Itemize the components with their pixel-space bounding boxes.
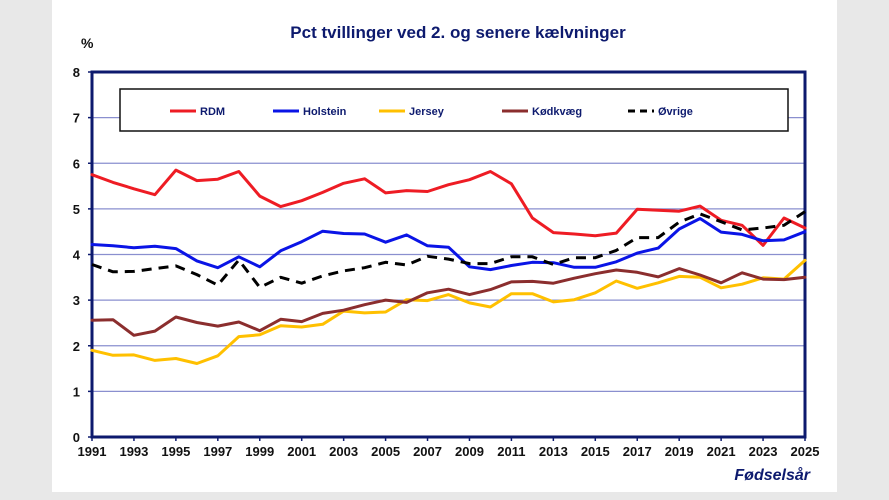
- x-tick-label: 2005: [371, 444, 400, 459]
- legend-label: Kødkvæg: [532, 106, 582, 118]
- chart: Pct tvillinger ved 2. og senere kælvning…: [73, 23, 820, 484]
- x-tick-label: 2019: [665, 444, 694, 459]
- y-tick-label: 6: [73, 156, 80, 171]
- x-tick-label: 1999: [245, 444, 274, 459]
- x-tick-label: 2009: [455, 444, 484, 459]
- y-tick-label: 4: [73, 248, 81, 263]
- y-axis-label: %: [81, 35, 94, 51]
- legend-label: Holstein: [303, 106, 347, 118]
- y-tick-label: 2: [73, 339, 80, 354]
- x-tick-label: 2011: [497, 444, 525, 459]
- y-tick-label: 5: [73, 202, 80, 217]
- legend-label: RDM: [200, 106, 225, 118]
- y-tick-label: 1: [73, 384, 80, 399]
- x-tick-label: 2025: [791, 444, 820, 459]
- x-tick-label: 2017: [623, 444, 652, 459]
- x-tick-label: 2007: [413, 444, 442, 459]
- series-line-rdm: [90, 168, 807, 247]
- x-axis-ticks: 1991 1993 1995 1997 1999 2001 2003 2005 2007 2009…: [78, 437, 820, 459]
- legend: RDM Holstein Jersey Kødkvæg Øvrige: [119, 88, 789, 132]
- x-tick-label: 1993: [119, 444, 148, 459]
- y-axis-ticks: 0 1 2 3 4 5 6 7 8: [73, 65, 92, 445]
- series-line-holstein: [90, 217, 807, 272]
- x-tick-label: 2001: [287, 444, 316, 459]
- chart-title: Pct tvillinger ved 2. og senere kælvning…: [290, 23, 626, 42]
- y-tick-label: 3: [73, 293, 80, 308]
- x-tick-label: 2023: [749, 444, 778, 459]
- y-tick-label: 0: [73, 430, 80, 445]
- x-tick-label: 1991: [78, 444, 107, 459]
- x-tick-label: 2021: [707, 444, 736, 459]
- x-axis-label: Fødselsår: [734, 466, 810, 484]
- legend-box: [119, 88, 789, 132]
- x-tick-label: 1997: [203, 444, 232, 459]
- x-tick-label: 1995: [161, 444, 190, 459]
- series-line-øvrige: [91, 210, 806, 289]
- series-line-kødkvæg: [90, 267, 807, 337]
- grid-lines: [92, 117, 805, 392]
- y-tick-label: 8: [73, 65, 80, 80]
- series-line-jersey: [90, 258, 807, 365]
- x-tick-label: 2013: [539, 444, 568, 459]
- legend-label: Øvrige: [658, 106, 693, 118]
- x-tick-label: 2015: [581, 444, 610, 459]
- series-lines: [90, 168, 807, 365]
- legend-label: Jersey: [409, 106, 445, 118]
- x-tick-label: 2003: [329, 444, 358, 459]
- y-tick-label: 7: [73, 111, 80, 126]
- slide: Pct tvillinger ved 2. og senere kælvning…: [52, 0, 837, 492]
